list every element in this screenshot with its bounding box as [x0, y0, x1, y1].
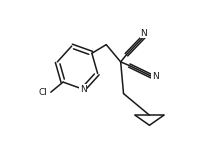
Text: N: N	[79, 85, 86, 94]
Text: N: N	[140, 29, 146, 38]
Text: N: N	[151, 72, 158, 81]
Text: Cl: Cl	[38, 88, 47, 97]
